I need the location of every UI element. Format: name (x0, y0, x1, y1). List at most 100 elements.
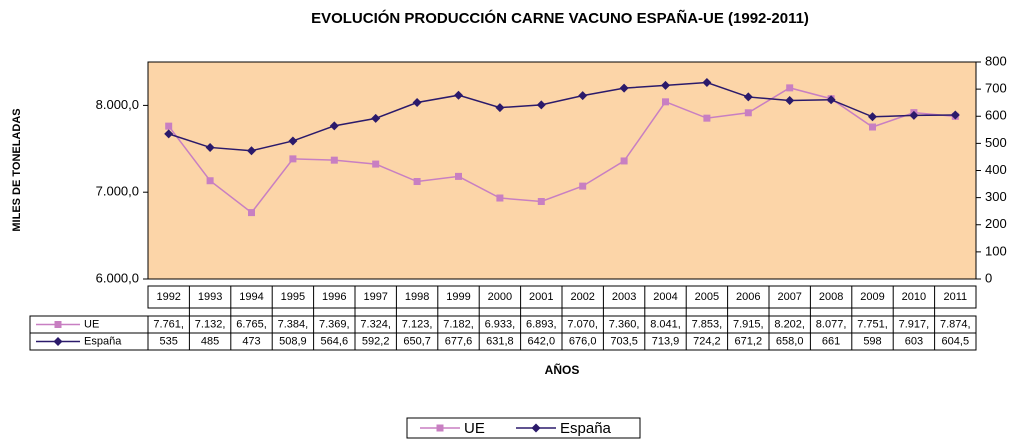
table-value: 7.384, (278, 318, 309, 330)
x-axis-label: AÑOS (545, 362, 580, 377)
table-value: 7.123, (402, 318, 433, 330)
table-value: 485 (201, 335, 219, 347)
chart-title: EVOLUCIÓN PRODUCCIÓN CARNE VACUNO ESPAÑA… (311, 9, 809, 27)
data-point (495, 103, 505, 113)
data-point (206, 177, 214, 185)
table-legend-marker (53, 337, 63, 346)
table-value: 6.893, (526, 318, 557, 330)
data-point (578, 91, 588, 101)
table-value: 6.765, (236, 318, 267, 330)
x-tick-label: 2009 (860, 291, 884, 303)
table-value: 8.077, (816, 318, 847, 330)
table-value: 7.915, (733, 318, 764, 330)
y2-tick-label: 800 (985, 53, 1007, 68)
table-value: 703,5 (610, 335, 638, 347)
table-value: 8.202, (774, 318, 805, 330)
x-tick-label: 2005 (695, 291, 719, 303)
y2-tick-label: 100 (985, 243, 1007, 258)
y-tick-label: 6.000,0 (96, 270, 139, 285)
x-tick-label: 2010 (902, 291, 926, 303)
table-value: 7.874, (940, 318, 971, 330)
table-value: 7.070, (567, 318, 598, 330)
data-point (205, 142, 215, 152)
table-value: 7.324, (360, 318, 391, 330)
data-point (703, 114, 711, 122)
x-tick-label: 2011 (943, 291, 967, 303)
y-tick-label: 7.000,0 (96, 184, 139, 199)
x-tick-label: 1996 (322, 291, 346, 303)
series-line (168, 81, 956, 152)
y2-tick-label: 500 (985, 135, 1007, 150)
y2-tick-label: 400 (985, 162, 1007, 177)
table-value: 508,9 (279, 335, 307, 347)
data-point (619, 83, 629, 93)
table-value: 535 (160, 335, 178, 347)
data-point (412, 97, 422, 107)
table-value: 592,2 (362, 335, 390, 347)
table-value: 642,0 (528, 335, 556, 347)
series-line (168, 87, 956, 214)
x-tick-label: 2003 (612, 291, 636, 303)
table-value: 661 (822, 335, 840, 347)
x-tick-label: 1995 (281, 291, 305, 303)
data-point (372, 160, 380, 168)
data-point (289, 155, 297, 163)
x-tick-label: 1999 (446, 291, 470, 303)
data-point (413, 178, 421, 186)
y2-tick-label: 600 (985, 108, 1007, 123)
table-legend-marker (54, 321, 62, 328)
table-value: 7.369, (319, 318, 350, 330)
table-value: 724,2 (693, 335, 721, 347)
data-point (329, 121, 339, 131)
data-point (744, 109, 752, 117)
table-value: 7.917, (899, 318, 930, 330)
data-point (164, 129, 174, 139)
table-value: 7.751, (857, 318, 888, 330)
table-value: 564,6 (321, 335, 349, 347)
table-value: 7.853, (692, 318, 723, 330)
data-point (288, 136, 298, 146)
data-point (786, 84, 794, 92)
data-point (785, 96, 795, 106)
x-tick-label: 2008 (819, 291, 843, 303)
data-point (661, 80, 670, 90)
x-tick-label: 2001 (529, 291, 553, 303)
data-point (165, 122, 173, 130)
data-point (330, 156, 338, 164)
x-tick-label: 2000 (488, 291, 512, 303)
table-value: 604,5 (942, 335, 970, 347)
data-point (454, 90, 463, 100)
table-value: 677,6 (445, 335, 473, 347)
table-value: 671,2 (735, 335, 763, 347)
table-value: 676,0 (569, 335, 597, 347)
legend-label: UE (464, 420, 485, 437)
data-point (620, 157, 628, 165)
table-value: 713,9 (652, 335, 680, 347)
table-value: 6.933, (485, 318, 516, 330)
y2-tick-label: 0 (985, 270, 992, 285)
data-point (909, 110, 919, 120)
data-point (455, 172, 462, 180)
table-value: 598 (863, 335, 881, 347)
data-point (496, 194, 504, 202)
data-point (743, 92, 753, 102)
x-tick-label: 1993 (198, 291, 222, 303)
x-tick-label: 1992 (156, 291, 180, 303)
x-tick-label: 1997 (363, 291, 387, 303)
table-value: 658,0 (776, 335, 804, 347)
data-point (247, 146, 256, 156)
y-tick-label: 8.000,0 (96, 97, 139, 112)
y2-tick-label: 200 (985, 216, 1007, 231)
y-axis-label: MILES DE TONELADAS (11, 108, 23, 231)
table-value: 8.041, (650, 318, 681, 330)
legend-marker (531, 423, 541, 433)
x-tick-label: 2004 (653, 291, 677, 303)
data-point (869, 123, 876, 131)
table-series-name: España (84, 335, 122, 347)
table-value: 7.761, (153, 318, 184, 330)
table-series-name: UE (84, 318, 99, 330)
data-point (579, 182, 587, 190)
table-value: 7.182, (443, 318, 474, 330)
plot-area (147, 61, 977, 280)
